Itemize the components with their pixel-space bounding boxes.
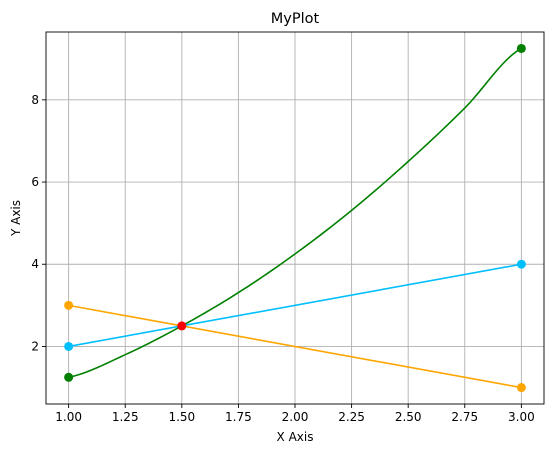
series-layer bbox=[64, 43, 526, 393]
series-0-marker bbox=[516, 383, 526, 393]
x-tick-label: 1.25 bbox=[112, 410, 139, 424]
series-line-0 bbox=[68, 304, 522, 389]
series-2-marker bbox=[64, 372, 74, 382]
chart-title: MyPlot bbox=[271, 11, 320, 27]
y-axis-ticks: 2 4 6 8 bbox=[31, 93, 46, 353]
x-tick-label: 2.75 bbox=[451, 410, 478, 424]
y-tick-label: 4 bbox=[31, 257, 39, 271]
grid-lines bbox=[46, 32, 544, 404]
x-axis-label: X Axis bbox=[277, 430, 314, 444]
x-axis-ticks: 1.00 1.25 1.50 1.75 2.00 2.25 2.50 2.75 3.00 bbox=[55, 404, 535, 424]
x-tick-label: 1.50 bbox=[168, 410, 195, 424]
x-tick-label: 3.00 bbox=[508, 410, 535, 424]
y-tick-label: 2 bbox=[31, 339, 39, 353]
y-axis-label: Y Axis bbox=[9, 200, 23, 237]
x-tick-label: 2.25 bbox=[338, 410, 365, 424]
series-2-marker bbox=[516, 43, 526, 53]
series-0-marker bbox=[64, 300, 74, 310]
intersection-point-marker bbox=[177, 321, 187, 331]
x-tick-label: 1.00 bbox=[55, 410, 82, 424]
y-tick-label: 6 bbox=[31, 175, 39, 189]
series-1-marker bbox=[516, 259, 526, 269]
series-1-marker bbox=[64, 341, 74, 351]
series-line-1 bbox=[68, 263, 522, 348]
series-line-2 bbox=[68, 47, 522, 379]
x-tick-label: 1.75 bbox=[225, 410, 252, 424]
x-tick-label: 2.50 bbox=[395, 410, 422, 424]
x-tick-label: 2.00 bbox=[282, 410, 309, 424]
annotation-layer bbox=[177, 321, 187, 331]
y-tick-label: 8 bbox=[31, 93, 39, 107]
